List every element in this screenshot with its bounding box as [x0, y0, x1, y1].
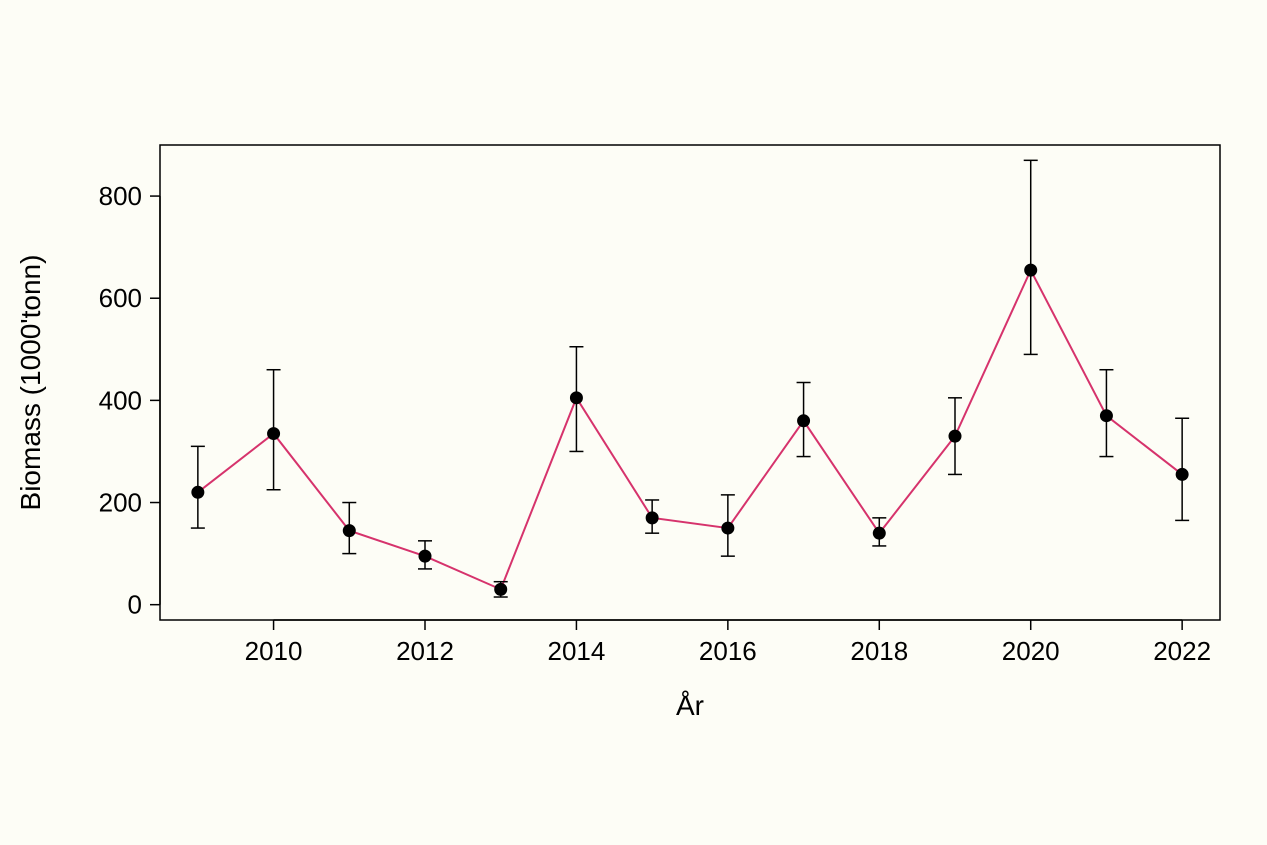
x-tick-label: 2020	[1002, 636, 1060, 666]
y-tick-label: 800	[99, 181, 142, 211]
x-tick-label: 2014	[548, 636, 606, 666]
data-point	[873, 527, 885, 539]
data-point	[646, 512, 658, 524]
data-point	[343, 525, 355, 537]
data-point	[1025, 264, 1037, 276]
data-point	[570, 392, 582, 404]
data-point	[1100, 410, 1112, 422]
data-point	[722, 522, 734, 534]
x-tick-label: 2022	[1153, 636, 1211, 666]
data-point	[949, 430, 961, 442]
y-tick-label: 0	[128, 590, 142, 620]
y-tick-label: 200	[99, 488, 142, 518]
y-tick-label: 400	[99, 385, 142, 415]
y-tick-label: 600	[99, 283, 142, 313]
biomass-chart: 0 200 400 600 800 2010 2012 2014 2016 2018 2020 202…	[0, 0, 1267, 845]
data-point	[419, 550, 431, 562]
x-axis-label: År	[676, 690, 704, 721]
x-tick-label: 2012	[396, 636, 454, 666]
data-point	[192, 486, 204, 498]
data-point	[1176, 468, 1188, 480]
x-tick-label: 2016	[699, 636, 757, 666]
x-tick-label: 2010	[245, 636, 303, 666]
data-point	[268, 428, 280, 440]
data-point	[495, 583, 507, 595]
x-tick-label: 2018	[850, 636, 908, 666]
data-point	[798, 415, 810, 427]
chart-container: 0 200 400 600 800 2010 2012 2014 2016 2018 2020 202…	[0, 0, 1267, 845]
y-axis-label: Biomass (1000'tonn)	[15, 255, 46, 511]
